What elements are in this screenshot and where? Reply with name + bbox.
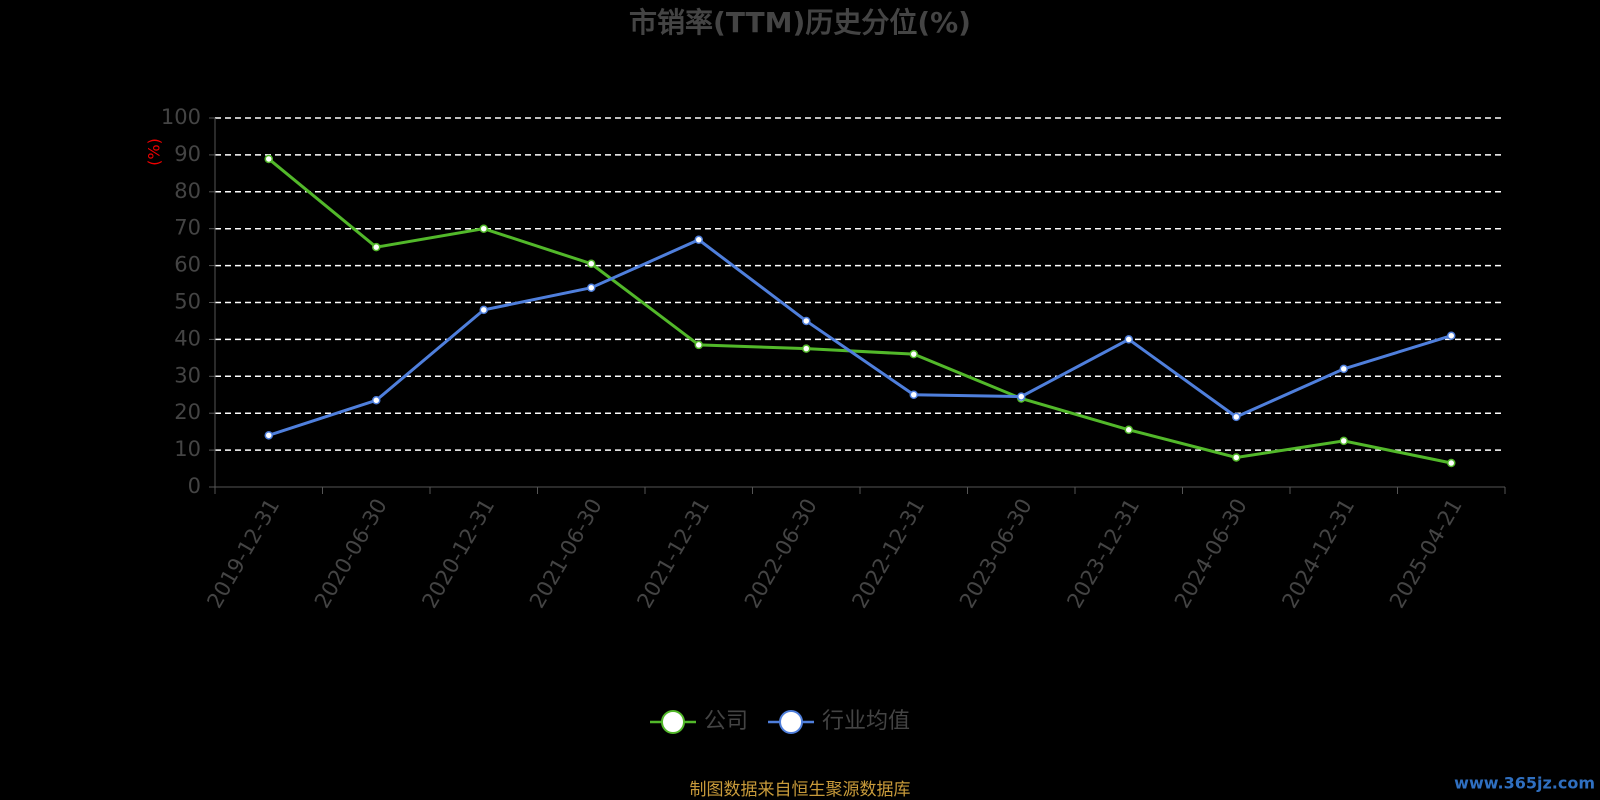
y-tick-label: 90	[174, 142, 201, 166]
point	[1017, 392, 1026, 401]
legend-label: 行业均值	[822, 709, 910, 734]
point	[802, 316, 811, 326]
y-tick-label: 60	[174, 253, 201, 277]
y-tick-label: 20	[174, 400, 201, 424]
point	[1232, 412, 1241, 422]
y-tick-label: 80	[174, 179, 201, 203]
point	[587, 259, 596, 269]
point	[694, 235, 703, 245]
source-note: 制图数据来自恒生聚源数据库	[690, 780, 911, 800]
point	[909, 390, 918, 399]
point	[264, 154, 273, 164]
series-line	[267, 157, 1452, 465]
point	[1124, 425, 1133, 435]
legend-label: 公司	[704, 709, 748, 734]
point	[694, 340, 703, 350]
point	[1447, 331, 1456, 340]
point	[1124, 335, 1133, 344]
y-tick-label: 10	[174, 437, 201, 461]
chart-title: 市销率(TTM)历史分位(%)	[629, 6, 971, 39]
y-tick-label: 30	[174, 363, 201, 387]
legend-marker	[661, 710, 685, 734]
point	[802, 344, 811, 353]
y-tick-label: 40	[174, 326, 201, 350]
point	[1339, 436, 1348, 446]
point	[1232, 453, 1241, 462]
y-tick-label: 50	[174, 290, 201, 314]
point	[372, 396, 381, 405]
point	[587, 283, 596, 292]
y-tick-label: 70	[174, 216, 201, 240]
legend-marker	[779, 710, 804, 734]
series-line	[268, 238, 1452, 437]
point	[372, 242, 381, 252]
y-axis-label: (%)	[145, 138, 164, 166]
point	[264, 431, 273, 440]
point	[479, 305, 488, 315]
point	[1339, 364, 1348, 374]
point	[1447, 458, 1456, 468]
y-tick-label: 100	[161, 105, 201, 129]
y-tick-label: 0	[188, 474, 201, 498]
watermark: www.365jz.com	[1454, 774, 1595, 793]
point	[479, 224, 488, 233]
point	[909, 349, 918, 359]
